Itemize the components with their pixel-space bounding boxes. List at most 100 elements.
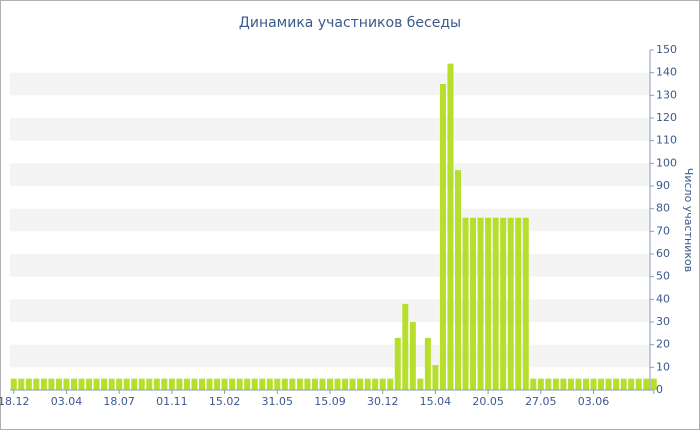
y-tick-label: 140 [656,66,677,79]
bar [575,378,582,390]
bar [372,378,379,390]
grid-band [10,299,650,322]
y-tick-label: 50 [656,270,670,283]
bar [199,378,205,390]
bar [500,217,507,390]
bar [63,378,70,390]
x-tick-label: 30.12 [367,395,399,408]
bar [304,378,311,390]
bar [146,378,153,390]
bar [635,378,642,390]
bar [108,378,115,390]
y-tick-label: 100 [656,156,677,169]
bar [530,378,537,390]
bar [25,378,32,390]
y-tick-label: 20 [656,338,670,351]
bar [357,378,364,390]
bar [55,378,62,390]
x-tick-label: 15.04 [420,395,452,408]
bar [439,84,446,390]
grid-band [10,72,650,96]
bar [281,378,288,390]
bar [643,378,650,390]
bar [259,378,266,390]
grid-band [10,163,650,186]
bar [131,378,138,390]
bar [274,378,281,390]
bar [417,378,424,390]
bar [560,378,567,390]
x-tick-label: 27.05 [525,395,557,408]
x-tick-label: 01.11 [156,395,188,408]
bar [507,217,514,390]
bar [583,378,589,390]
bar [168,378,175,390]
x-tick-label: 15.09 [314,395,346,408]
bar [522,217,529,390]
bar [455,170,461,390]
bar [153,378,160,390]
bar [605,378,612,390]
x-tick-label: 31.05 [262,395,294,408]
bar [620,378,627,390]
y-tick-label: 120 [656,111,677,124]
y-tick-label: 60 [656,247,670,260]
bar [214,378,221,390]
bar [485,217,492,390]
bar [424,337,431,390]
bar [123,378,130,390]
grid-band [10,208,650,232]
bar [101,378,108,390]
bar [229,378,236,390]
bar [93,378,100,390]
bar [40,378,47,390]
bar [409,322,416,390]
bar [537,378,544,390]
y-tick-label: 10 [656,360,670,373]
bar [477,217,484,390]
grid-band [10,118,650,141]
bar [161,378,168,390]
bar [462,217,469,390]
x-tick-label: 18.12 [0,395,30,408]
x-tick-label: 03.06 [578,395,610,408]
bar [394,337,401,390]
bar [402,303,409,390]
grid-band [10,254,650,277]
y-tick-label: 90 [656,179,670,192]
y-tick-label: 130 [656,88,677,101]
bar [116,378,123,390]
bar [492,217,499,390]
y-tick-label: 70 [656,224,670,237]
bar [379,378,386,390]
y-tick-label: 0 [656,383,663,396]
y-tick-label: 110 [656,134,677,147]
bar [71,378,77,390]
chart-title: Динамика участников беседы [239,15,461,31]
bar [78,378,85,390]
y-tick-label: 150 [656,43,677,56]
bar [387,378,394,390]
bar [296,378,303,390]
bar [598,378,605,390]
bar [349,378,356,390]
bar [18,378,25,390]
y-tick-label: 40 [656,292,670,305]
bar [206,378,213,390]
x-tick-label: 20.05 [472,395,504,408]
bar [319,378,326,390]
bar [266,378,273,390]
bar [183,378,190,390]
bar [432,365,439,390]
x-tick-label: 18.07 [103,395,135,408]
bar [86,378,93,390]
bar [251,378,258,390]
bar [244,378,251,390]
bar [342,378,349,390]
bar [289,378,296,390]
bar [364,378,371,390]
bar [567,378,574,390]
bar [221,378,228,390]
bar [590,378,597,390]
